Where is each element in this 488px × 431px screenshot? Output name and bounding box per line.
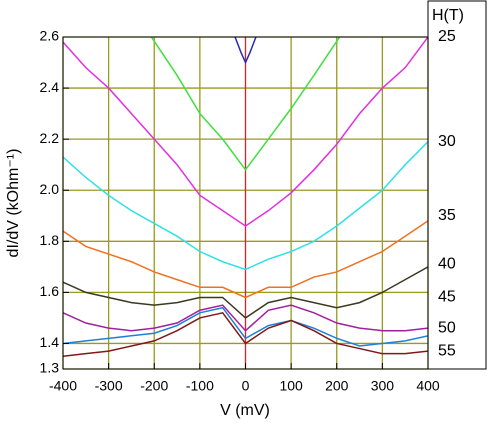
data-line [63,141,428,271]
field-label: 55 [438,342,456,359]
y-tick-label: 2.2 [40,130,60,146]
x-tick-label: 400 [416,378,440,394]
data-line [63,266,428,319]
x-axis-label: V (mV) [220,402,270,419]
x-tick-label: -300 [95,378,123,394]
field-label: 35 [438,207,456,224]
label-panel [427,0,487,370]
field-label: 40 [438,256,456,273]
field-label: 30 [438,133,456,150]
data-line [63,306,428,347]
x-tick-label: 300 [371,378,395,394]
field-label: 25 [438,28,456,45]
data-line [63,311,428,357]
y-tick-label: 1.6 [40,283,60,299]
data-line [150,37,341,172]
x-tick-label: -200 [140,378,168,394]
y-tick-label: 1.8 [40,232,60,248]
y-axis-label: dI/dV (kOhm⁻¹) [5,149,22,258]
y-tick-label: 2.0 [40,181,60,197]
x-tick-label: 200 [325,378,349,394]
x-tick-label: -400 [49,378,77,394]
x-tick-label: 100 [279,378,303,394]
data-line [63,304,428,332]
x-tick-label: 0 [242,378,250,394]
y-tick-label: 1.3 [40,360,60,376]
field-label: 45 [438,289,456,306]
y-tick-label: 2.6 [40,28,60,44]
x-tick-label: -100 [186,378,214,394]
y-tick-label: 1.4 [40,334,60,350]
data-line [234,37,257,65]
y-tick-label: 2.4 [40,79,60,95]
annotation-title: H(T) [432,7,464,24]
grid [62,36,429,370]
field-label: 50 [438,319,456,336]
data-line [63,220,428,299]
plot-area [63,37,428,357]
data-line [63,37,428,227]
